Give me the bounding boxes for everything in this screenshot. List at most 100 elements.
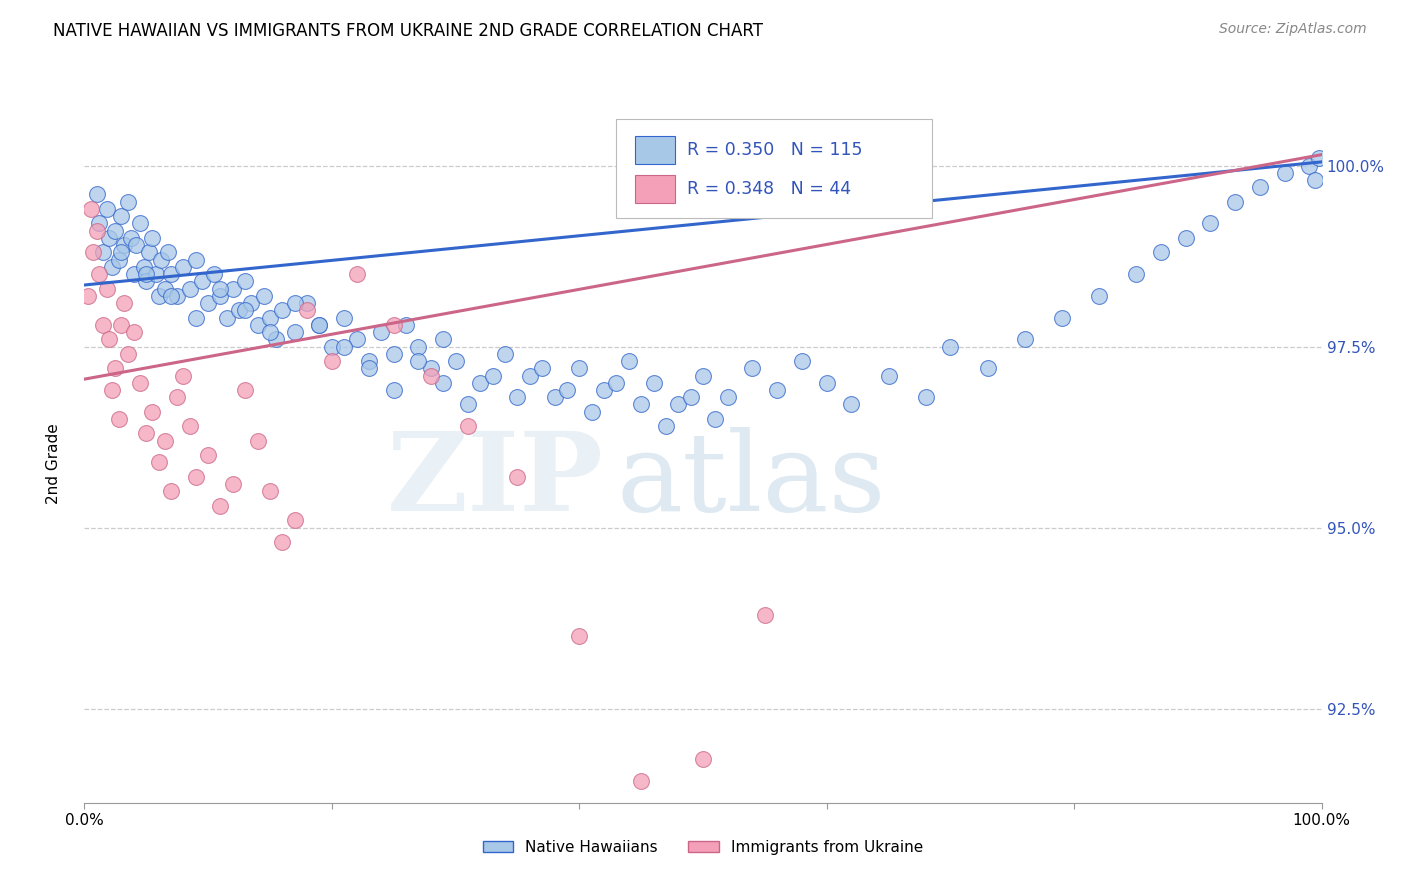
Point (568, 629, 591, 643)
Point (122, 267, 145, 281)
Point (1223, 194, 1246, 209)
Point (112, 238, 135, 252)
Point (790, 354, 813, 368)
Point (222, 477, 245, 491)
Point (295, 303, 318, 318)
Point (457, 397, 479, 411)
Point (1088, 289, 1111, 303)
Point (444, 354, 467, 368)
Point (240, 296, 263, 310)
Point (741, 361, 763, 376)
Point (191, 274, 214, 288)
Point (179, 282, 201, 296)
Point (382, 347, 405, 361)
Text: Source: ZipAtlas.com: Source: ZipAtlas.com (1219, 22, 1367, 37)
Point (120, 231, 142, 245)
Point (370, 325, 392, 339)
Point (593, 383, 616, 397)
Point (666, 397, 689, 411)
Point (96, 202, 118, 216)
Point (209, 499, 232, 513)
Point (138, 245, 160, 260)
Point (295, 296, 318, 310)
Point (419, 361, 441, 376)
Point (1014, 332, 1036, 346)
Point (568, 361, 591, 376)
Point (617, 354, 640, 368)
Point (79, 202, 101, 216)
Point (333, 340, 356, 354)
Point (184, 310, 207, 325)
Point (457, 419, 479, 434)
Point (209, 289, 232, 303)
Point (321, 354, 343, 368)
Point (432, 332, 454, 346)
Point (643, 376, 665, 390)
Point (82, 245, 104, 260)
Text: NATIVE HAWAIIAN VS IMMIGRANTS FROM UKRAINE 2ND GRADE CORRELATION CHART: NATIVE HAWAIIAN VS IMMIGRANTS FROM UKRAI… (53, 22, 763, 40)
Point (91, 245, 114, 260)
FancyBboxPatch shape (636, 175, 675, 203)
Point (117, 347, 139, 361)
Point (1305, 173, 1327, 187)
Point (129, 376, 152, 390)
Point (233, 383, 256, 397)
Point (222, 282, 245, 296)
Point (1150, 245, 1173, 260)
Point (179, 419, 201, 434)
Point (148, 289, 170, 303)
Point (284, 296, 307, 310)
Point (259, 325, 281, 339)
Point (86, 224, 108, 238)
Point (346, 332, 368, 346)
Point (98, 231, 121, 245)
Point (110, 209, 132, 223)
Point (630, 774, 652, 789)
Point (815, 376, 838, 390)
Point (284, 513, 307, 527)
Point (141, 405, 163, 419)
Point (692, 752, 714, 766)
Point (253, 289, 276, 303)
Point (135, 426, 157, 441)
Text: ZIP: ZIP (387, 427, 605, 534)
Point (125, 238, 148, 252)
Text: atlas: atlas (616, 427, 886, 534)
Point (104, 224, 127, 238)
Point (679, 390, 702, 404)
Point (91, 318, 114, 332)
Point (197, 296, 219, 310)
Point (172, 368, 194, 383)
Point (1199, 216, 1222, 230)
Point (1125, 267, 1147, 281)
Point (110, 318, 132, 332)
Point (1298, 159, 1320, 173)
Point (976, 361, 998, 376)
Point (494, 347, 516, 361)
Point (104, 361, 127, 376)
Point (655, 419, 678, 434)
Point (382, 383, 405, 397)
Point (122, 325, 145, 339)
Legend: Native Hawaiians, Immigrants from Ukraine: Native Hawaiians, Immigrants from Ukrain… (477, 834, 929, 861)
Point (86, 187, 108, 202)
Point (215, 310, 238, 325)
Point (246, 434, 269, 448)
Point (89, 216, 111, 230)
Point (246, 318, 269, 332)
Point (108, 412, 131, 426)
Point (357, 354, 380, 368)
Point (184, 252, 207, 267)
Point (160, 267, 183, 281)
Point (202, 267, 225, 281)
Point (357, 361, 380, 376)
Point (98, 332, 121, 346)
Point (717, 390, 740, 404)
Point (308, 318, 330, 332)
Point (110, 245, 132, 260)
Point (470, 376, 492, 390)
Point (704, 412, 727, 426)
FancyBboxPatch shape (636, 136, 675, 164)
Point (284, 325, 307, 339)
Point (100, 260, 122, 274)
